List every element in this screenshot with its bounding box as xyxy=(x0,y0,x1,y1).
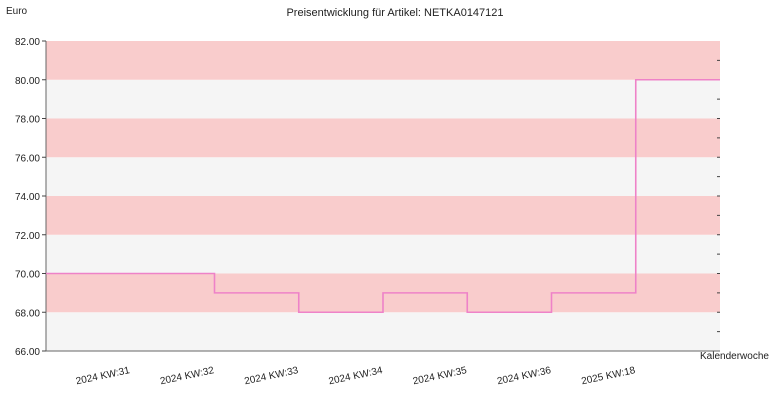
y-tick-label: 80.00 xyxy=(15,76,40,87)
x-tick-labels: 2024 KW:31 2024 KW:32 2024 KW:33 2024 KW:34… xyxy=(75,365,637,387)
y-tick-label: 70.00 xyxy=(15,270,40,281)
background-band xyxy=(46,157,720,196)
chart-title: Preisentwicklung für Artikel: NETKA01471… xyxy=(286,7,503,19)
y-tick-label: 82.00 xyxy=(15,37,40,48)
x-tick-label: 2024 KW:32 xyxy=(159,365,215,387)
x-tick-label: 2024 KW:35 xyxy=(412,365,468,387)
price-line xyxy=(46,78,720,314)
y-tick-label: 76.00 xyxy=(15,153,40,164)
x-axis-label: Kalenderwoche xyxy=(700,351,769,362)
background-band xyxy=(46,118,720,158)
y-tick-label: 74.00 xyxy=(15,192,40,203)
y-tick-label: 72.00 xyxy=(15,231,40,242)
y-tick-labels: 66.00 68.00 70.00 72.00 74.00 76.00 78.00 80.00… xyxy=(15,37,46,358)
y-axis-label: Euro xyxy=(6,6,28,17)
x-tick-label: 2025 KW:18 xyxy=(580,365,636,387)
background-band xyxy=(46,234,720,274)
background-bands xyxy=(46,41,720,351)
background-band xyxy=(46,79,720,119)
price-series xyxy=(46,78,720,314)
y-tick-label: 68.00 xyxy=(15,308,40,319)
background-band xyxy=(46,196,720,235)
x-tick-label: 2024 KW:31 xyxy=(75,365,131,387)
x-tick-label: 2024 KW:34 xyxy=(328,365,384,387)
background-band xyxy=(46,41,720,80)
background-band xyxy=(46,312,720,351)
x-tick-label: 2024 KW:36 xyxy=(496,365,552,387)
x-tick-label: 2024 KW:33 xyxy=(243,365,299,387)
y-tick-label: 66.00 xyxy=(15,347,40,358)
y-tick-label: 78.00 xyxy=(15,115,40,126)
